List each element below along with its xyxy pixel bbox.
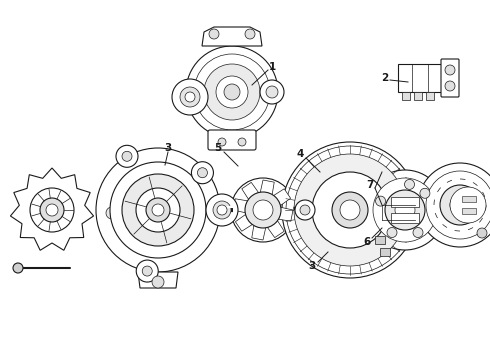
Circle shape <box>142 266 152 276</box>
Circle shape <box>375 196 386 206</box>
Circle shape <box>238 138 246 146</box>
Circle shape <box>192 162 214 184</box>
Circle shape <box>216 76 248 108</box>
FancyBboxPatch shape <box>208 130 256 150</box>
Polygon shape <box>274 189 291 206</box>
Polygon shape <box>260 180 274 194</box>
Text: 2: 2 <box>381 73 389 83</box>
Circle shape <box>204 64 260 120</box>
Circle shape <box>136 188 180 232</box>
Circle shape <box>122 174 194 246</box>
Circle shape <box>300 205 310 215</box>
FancyBboxPatch shape <box>462 196 476 202</box>
Circle shape <box>445 81 455 91</box>
Circle shape <box>180 87 200 107</box>
Circle shape <box>266 86 278 98</box>
Circle shape <box>312 172 388 248</box>
FancyBboxPatch shape <box>398 64 442 92</box>
FancyBboxPatch shape <box>380 248 390 256</box>
Circle shape <box>224 84 240 100</box>
FancyBboxPatch shape <box>426 92 434 100</box>
Circle shape <box>152 276 164 288</box>
Circle shape <box>282 142 418 278</box>
Circle shape <box>96 148 220 272</box>
Circle shape <box>146 198 170 222</box>
Circle shape <box>106 207 118 219</box>
Circle shape <box>387 228 397 238</box>
Circle shape <box>245 192 281 228</box>
Polygon shape <box>278 207 293 221</box>
Circle shape <box>286 146 414 274</box>
Circle shape <box>209 29 219 39</box>
Circle shape <box>365 170 445 250</box>
Circle shape <box>194 54 270 130</box>
Circle shape <box>395 200 415 220</box>
Text: 3: 3 <box>308 261 316 271</box>
Circle shape <box>172 79 208 115</box>
Circle shape <box>30 188 74 232</box>
Polygon shape <box>10 168 94 250</box>
FancyBboxPatch shape <box>402 92 410 100</box>
Circle shape <box>295 200 315 220</box>
Circle shape <box>426 171 490 239</box>
FancyBboxPatch shape <box>391 213 419 223</box>
Circle shape <box>185 92 195 102</box>
Circle shape <box>206 194 238 226</box>
Circle shape <box>420 188 430 198</box>
Polygon shape <box>138 272 178 288</box>
Circle shape <box>450 187 486 223</box>
Circle shape <box>373 178 437 242</box>
Circle shape <box>136 260 158 282</box>
Circle shape <box>213 201 231 219</box>
Text: 7: 7 <box>367 180 374 190</box>
FancyBboxPatch shape <box>462 208 476 214</box>
Circle shape <box>13 263 23 273</box>
Circle shape <box>418 163 490 247</box>
Circle shape <box>218 138 226 146</box>
Circle shape <box>186 46 278 138</box>
Circle shape <box>477 228 487 238</box>
Circle shape <box>245 29 255 39</box>
Circle shape <box>445 65 455 75</box>
Polygon shape <box>242 183 259 199</box>
Polygon shape <box>202 27 262 46</box>
FancyBboxPatch shape <box>414 92 422 100</box>
Circle shape <box>152 204 164 216</box>
Circle shape <box>413 228 423 238</box>
Polygon shape <box>233 199 247 213</box>
Circle shape <box>385 190 425 230</box>
Circle shape <box>110 162 206 258</box>
Circle shape <box>405 179 415 189</box>
Text: 3: 3 <box>164 143 171 153</box>
Polygon shape <box>252 225 266 240</box>
Circle shape <box>122 151 132 161</box>
FancyBboxPatch shape <box>391 197 419 207</box>
Circle shape <box>99 200 125 226</box>
Circle shape <box>260 80 284 104</box>
Polygon shape <box>235 215 252 231</box>
Polygon shape <box>268 221 284 238</box>
Circle shape <box>217 205 227 215</box>
Circle shape <box>340 200 360 220</box>
Text: 1: 1 <box>269 62 275 72</box>
Text: 5: 5 <box>215 143 221 153</box>
Text: 6: 6 <box>364 237 370 247</box>
FancyBboxPatch shape <box>375 236 385 244</box>
Circle shape <box>46 204 58 216</box>
Circle shape <box>231 178 295 242</box>
Circle shape <box>116 145 138 167</box>
Circle shape <box>294 154 406 266</box>
Text: 4: 4 <box>296 149 304 159</box>
Circle shape <box>440 185 480 225</box>
Circle shape <box>40 198 64 222</box>
FancyBboxPatch shape <box>441 59 459 97</box>
Circle shape <box>332 192 368 228</box>
Circle shape <box>197 168 207 178</box>
Circle shape <box>253 200 273 220</box>
Circle shape <box>450 195 470 215</box>
